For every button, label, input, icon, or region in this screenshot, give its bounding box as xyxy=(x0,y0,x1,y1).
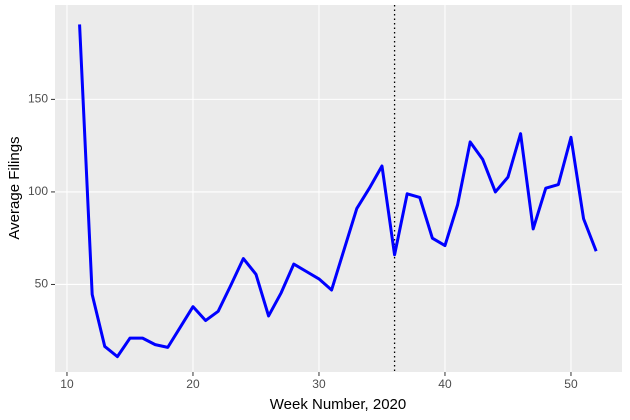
y-tick-label: 100 xyxy=(28,184,48,198)
data-line xyxy=(78,24,598,359)
y-tick-label: 50 xyxy=(35,277,49,291)
x-axis-title: Week Number, 2020 xyxy=(270,396,406,413)
y-tick-label: 150 xyxy=(28,92,48,106)
y-axis-title: Average Filings xyxy=(6,136,23,239)
x-tick-label: 50 xyxy=(564,377,578,391)
x-tick-label: 10 xyxy=(60,377,74,391)
plot-panel xyxy=(55,5,622,372)
x-tick-label: 30 xyxy=(312,377,326,391)
x-tick-label: 20 xyxy=(186,377,200,391)
x-tick-label: 40 xyxy=(438,377,452,391)
